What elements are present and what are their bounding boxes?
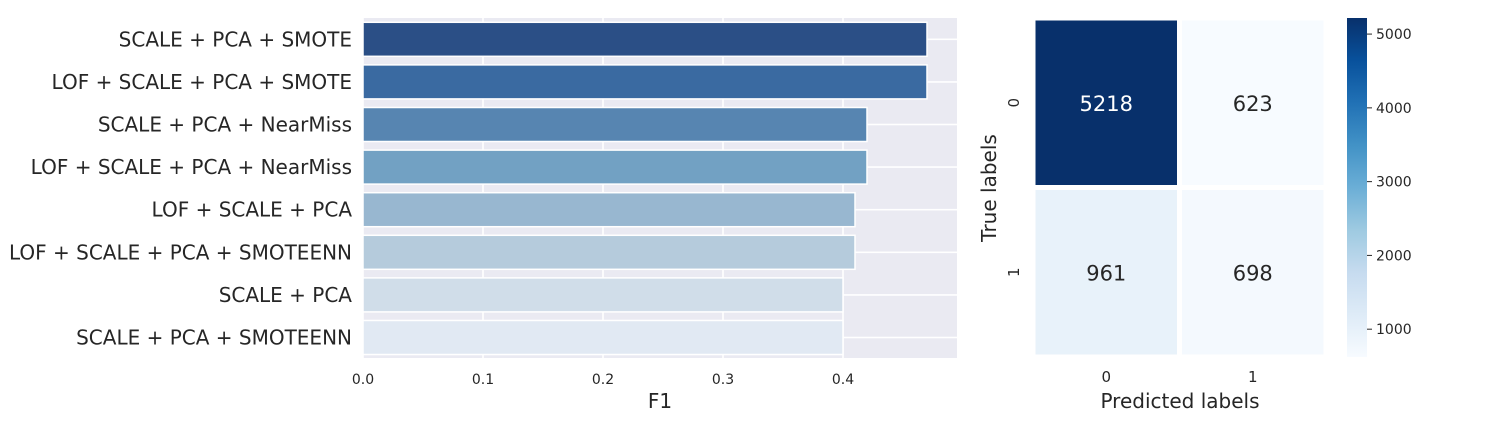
bar-x-tick-label: 0.4 (832, 372, 854, 388)
heatmap-x-tick-label: 1 (1248, 368, 1258, 386)
bar (362, 191, 856, 228)
heatmap-cell-value: 5218 (1080, 92, 1133, 116)
heatmap-y-tick-label: 1 (1005, 267, 1023, 277)
bar-category-label: LOF + SCALE + PCA (152, 198, 353, 222)
bar-category-label: SCALE + PCA (219, 283, 353, 307)
bar-x-axis-label: F1 (648, 389, 672, 413)
colorbar-tick-label: 1000 (1376, 322, 1412, 338)
heatmap-cells: 5218 623 961 698 (1030, 15, 1329, 360)
bar-category-labels: SCALE + PCA + SMOTE LOF + SCALE + PCA + S… (9, 27, 352, 349)
bar-x-tick-label: 0.1 (472, 372, 494, 388)
bar (362, 106, 868, 143)
bar-x-tick-labels: 0.0 0.1 0.2 0.3 0.4 (352, 372, 854, 388)
heatmap-cell-value: 698 (1233, 261, 1273, 285)
heatmap-y-axis-label: True labels (977, 134, 1001, 243)
heatmap-cell (1177, 185, 1329, 360)
bar-category-label: LOF + SCALE + PCA + NearMiss (31, 155, 352, 179)
colorbar-tick-label: 2000 (1376, 248, 1412, 264)
heatmap-cell (1177, 15, 1329, 190)
bar-category-label: LOF + SCALE + PCA + SMOTEENN (9, 240, 352, 264)
colorbar-ticks: 1000 2000 3000 4000 5000 (1367, 27, 1412, 338)
bar-category-label: LOF + SCALE + PCA + SMOTE (52, 70, 352, 94)
bar (362, 319, 844, 356)
bar-x-tick-label: 0.3 (712, 372, 734, 388)
bar (362, 277, 844, 313)
bar-marks (362, 21, 928, 356)
bar-category-label: SCALE + PCA + SMOTEENN (76, 326, 352, 350)
bar (362, 234, 856, 271)
heatmap-y-tick-label: 0 (1005, 98, 1023, 108)
bar-category-label: SCALE + PCA + SMOTE (119, 27, 352, 51)
heatmap-x-tick-label: 0 (1101, 368, 1111, 386)
bar-x-tick-label: 0.0 (352, 372, 374, 388)
bar-category-label: SCALE + PCA + NearMiss (98, 113, 352, 137)
heatmap-cell (1030, 15, 1182, 190)
colorbar-tick-label: 4000 (1376, 101, 1412, 117)
bar-chart: SCALE + PCA + SMOTE LOF + SCALE + PCA + S… (9, 18, 957, 413)
colorbar-tick-label: 3000 (1376, 175, 1412, 191)
bar (362, 149, 868, 185)
heatmap-cell-value: 623 (1233, 92, 1273, 116)
heatmap-cell-value: 961 (1086, 261, 1126, 285)
bar-x-tick-label: 0.2 (592, 372, 614, 388)
bar (362, 21, 928, 58)
colorbar-gradient (1347, 18, 1367, 357)
bar (362, 64, 928, 100)
colorbar: 1000 2000 3000 4000 5000 (1347, 18, 1412, 357)
heatmap-x-axis-label: Predicted labels (1100, 389, 1259, 413)
heatmap-y-tick-labels: 01 (1005, 98, 1023, 277)
heatmap-cell (1030, 185, 1182, 360)
colorbar-tick-label: 5000 (1376, 27, 1412, 43)
